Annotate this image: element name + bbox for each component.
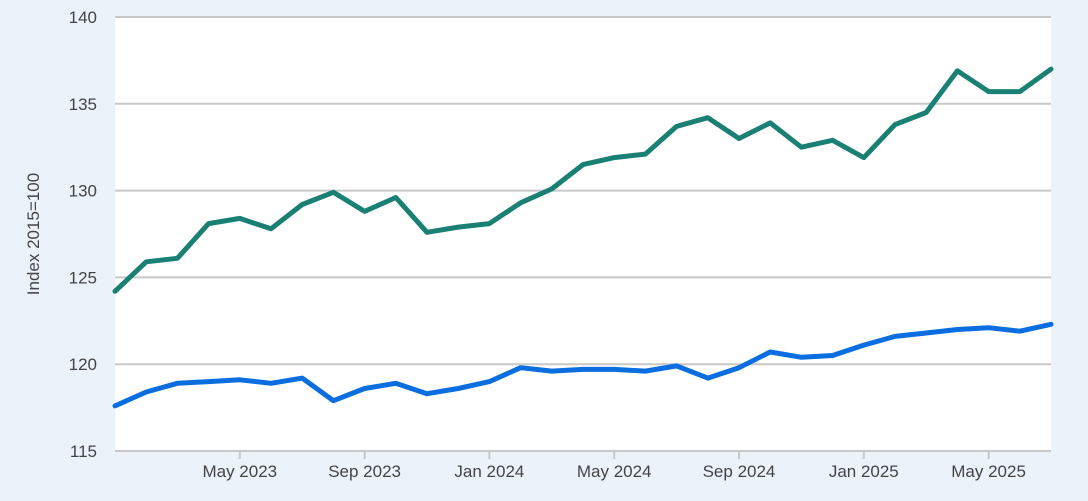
y-tick-label: 120 xyxy=(69,355,97,374)
series-lines xyxy=(112,66,1054,409)
y-tick-label: 115 xyxy=(70,442,97,461)
x-axis-ticks: May 2023 Sep 2023 Jan 2024 May 2024 Sep 2024… xyxy=(202,451,1026,481)
x-tick-label: May 2024 xyxy=(577,462,652,481)
x-tick-label: Sep 2024 xyxy=(703,462,776,481)
x-tick-label: Jan 2025 xyxy=(829,462,899,481)
plot-area xyxy=(115,17,1051,451)
x-tick-label: Jan 2024 xyxy=(454,462,524,481)
gridlines xyxy=(115,16,1051,452)
x-tick-label: May 2023 xyxy=(202,462,277,481)
y-tick-label: 125 xyxy=(69,268,97,287)
y-tick-label: 135 xyxy=(69,95,97,114)
y-axis-title: Index 2015=100 xyxy=(24,173,43,295)
series-line-1 xyxy=(112,66,1054,294)
y-axis-ticks: 115 120 125 130 135 140 xyxy=(69,8,97,461)
y-tick-label: 140 xyxy=(69,8,97,27)
series-line-2 xyxy=(112,321,1054,409)
y-tick-label: 130 xyxy=(69,182,97,201)
x-tick-label: May 2025 xyxy=(951,462,1026,481)
x-tick-label: Sep 2023 xyxy=(328,462,401,481)
